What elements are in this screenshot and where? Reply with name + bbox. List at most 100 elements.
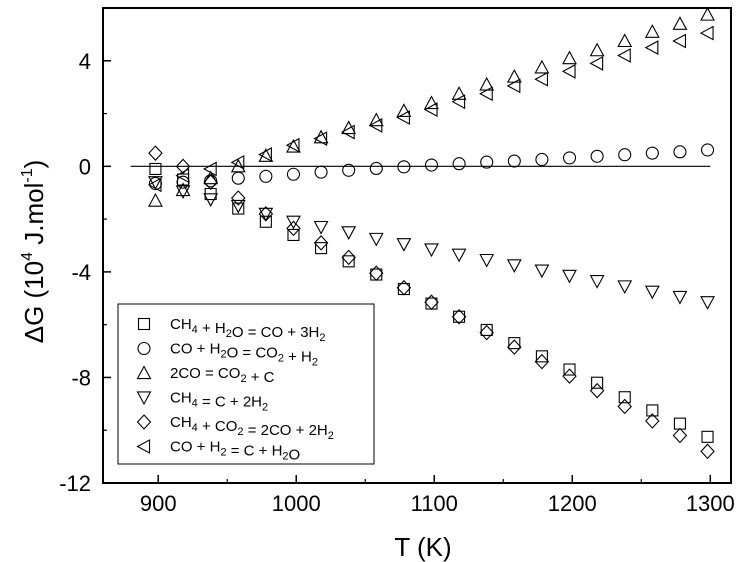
data-point-triangle-down [700,296,715,310]
data-point-triangle-down [341,226,357,240]
data-point-circle [673,145,687,159]
data-point-triangle-up [258,148,274,162]
data-point-diamond [617,398,632,415]
legend-entry: CH4 + CO2 = 2CO + 2H2 [136,414,334,442]
data-point-diamond [589,382,605,399]
data-point-triangle-down [258,207,274,222]
data-point-circle [342,163,356,177]
y-tick-label: -8 [71,365,91,390]
data-point-diamond [231,190,246,206]
legend-label: CO + H2O = CO2 + H2 [170,341,318,369]
legend-entry: CO + H2O = CO2 + H2 [137,341,318,369]
plot-frame [102,7,732,484]
data-point-circle [507,154,521,168]
data-point-circle [700,143,715,157]
data-point-triangle-down [534,264,550,279]
x-tick-label: 1200 [548,491,597,516]
data-point-circle [231,171,245,185]
legend-marker-square [137,317,151,331]
legend-box [117,303,375,465]
x-tick-label: 1300 [686,491,735,516]
data-point-diamond [534,353,550,370]
y-axis-title: ΔG (104 J.mol-1) [19,160,49,344]
data-point-triangle-up [230,158,246,173]
series-triangle-up [148,6,715,207]
data-point-square [673,417,686,430]
data-point-triangle-down [672,290,688,305]
data-point-diamond [286,220,301,237]
data-point-triangle-up [534,59,550,74]
y-tick-label: 4 [79,49,91,74]
data-point-diamond [258,206,274,222]
data-point-triangle-up [589,42,605,57]
data-point-diamond [396,279,412,296]
legend-marker-triangle-up [136,365,152,380]
data-point-triangle-down [230,199,246,214]
data-point-triangle-up [672,16,688,30]
data-point-triangle-up [700,6,715,21]
data-point-circle [590,149,604,163]
data-point-triangle-up [396,103,412,117]
legend-label: CH4 + H2O = CO + 3H2 [170,316,326,344]
data-point-triangle-left [617,48,631,63]
data-point-square [287,228,300,241]
data-point-triangle-up [617,33,633,48]
data-point-circle [259,169,273,183]
legend-label: 2CO = CO2 + C [170,365,275,386]
x-tick-label: 1000 [272,491,321,516]
data-point-diamond [562,368,577,384]
data-point-square [508,337,521,350]
data-point-triangle-down [589,275,605,289]
data-point-triangle-left [368,118,383,133]
data-point-triangle-left [589,55,604,71]
data-point-circle [535,152,549,167]
data-point-triangle-up [644,24,660,38]
data-point-triangle-down [424,243,439,258]
legend-entry: 2CO = CO2 + C [136,365,275,386]
legend-marker-triangle-left [136,439,151,454]
data-point-triangle-down [313,220,329,235]
data-point-square [232,202,245,215]
legend-label: CO + H2 = C + H2O [170,439,300,464]
data-point-triangle-left [313,131,328,147]
x-tick-label: 1100 [411,491,458,516]
series-triangle-left [147,25,714,193]
data-point-triangle-left [699,25,714,41]
data-point-triangle-down [203,193,219,207]
data-point-triangle-down [617,280,633,295]
y-tick-label: 0 [79,154,91,179]
data-point-triangle-left [644,40,659,56]
data-point-triangle-up [341,120,357,135]
data-point-diamond [175,158,191,175]
data-point-circle [424,158,439,172]
data-point-circle [562,151,577,165]
legend-entry: CH4 = C + 2H2 [136,390,268,414]
data-point-triangle-left [341,124,355,140]
data-point-triangle-down [479,253,495,268]
data-point-triangle-up [424,95,439,110]
data-point-triangle-left [203,161,217,177]
data-point-square [315,242,328,255]
data-point-triangle-left [230,154,245,170]
data-point-diamond [507,339,522,355]
legend-entry: CO + H2 = C + H2O [136,439,300,464]
data-point-circle [480,155,494,169]
data-point-triangle-left [258,147,272,162]
data-point-triangle-left [479,86,493,102]
legend-marker-diamond [136,414,152,430]
y-tick-label: -4 [71,260,91,285]
data-point-circle [369,161,383,175]
legend-entry: CH4 + H2O = CO + 3H2 [137,316,326,344]
data-point-triangle-left [534,71,548,87]
data-point-circle [618,148,632,162]
data-point-triangle-down [562,269,577,284]
data-point-diamond [203,174,218,190]
data-point-triangle-up [451,86,467,100]
data-point-circle [286,167,301,181]
data-point-triangle-down [506,259,522,273]
legend-label: CH4 + CO2 = 2CO + 2H2 [170,414,334,442]
data-point-triangle-up [286,138,301,153]
data-point-triangle-left [396,110,410,125]
